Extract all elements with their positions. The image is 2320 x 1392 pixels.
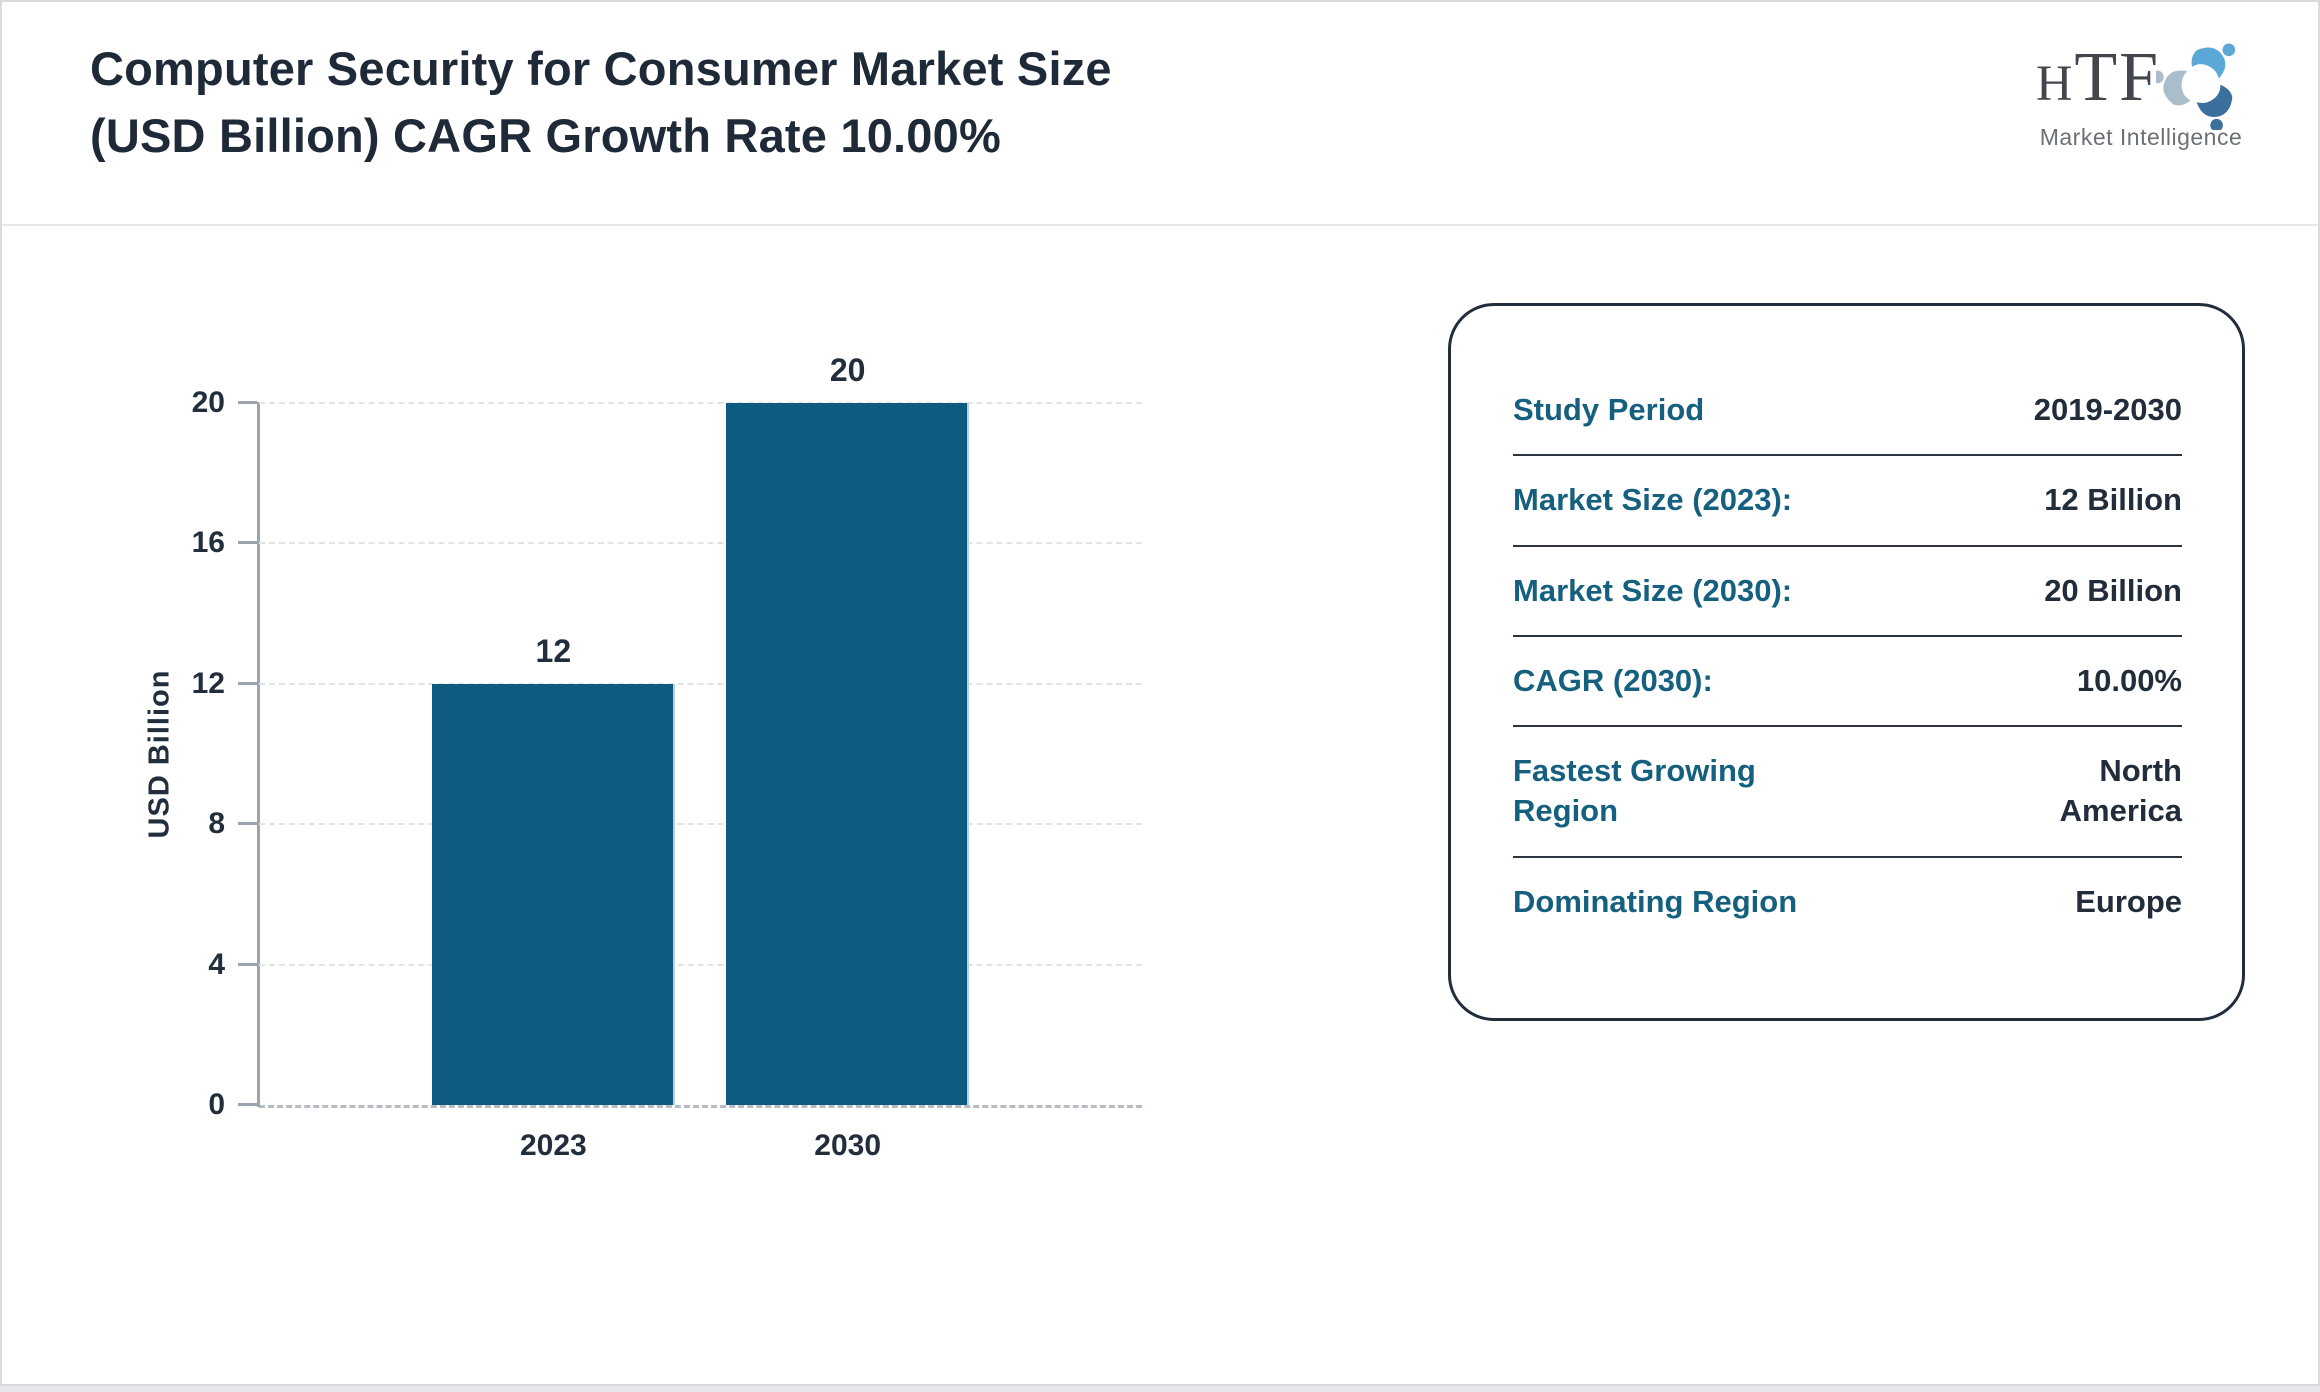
htf-logo: HTF: [2036, 38, 2246, 151]
plot-area: 0 4 8 12 16 20 12 2023 20 2030: [192, 352, 1142, 1162]
info-row-market-size-2030: Market Size (2030): 20 Billion: [1513, 547, 2182, 637]
y-tick-label: 16: [191, 526, 225, 560]
y-tick-mark: [238, 1103, 257, 1106]
bar-2030: [726, 403, 970, 1105]
gridline: [259, 542, 1142, 545]
y-tick-label: 0: [208, 1088, 225, 1121]
info-row-dominating-region: Dominating Region Europe: [1513, 858, 2182, 946]
bar-value-label: 12: [535, 632, 572, 669]
info-row-cagr: CAGR (2030): 10.00%: [1513, 637, 2182, 728]
info-row-value: 2019-2030: [2033, 392, 2182, 427]
page-title: Computer Security for Consumer Market Si…: [90, 36, 1112, 169]
y-tick-mark: [238, 401, 257, 404]
info-row-value: 20 Billion: [2044, 572, 2182, 608]
info-row-study-period: Study Period 2019-2030: [1513, 366, 2182, 457]
gridline: [259, 682, 1142, 685]
info-row-label: Dominating Region: [1513, 883, 1798, 919]
bar-2023: [431, 683, 675, 1105]
info-row-value: 12 Billion: [2044, 482, 2182, 518]
y-axis-line: [257, 402, 260, 1107]
info-row-value: 10.00%: [2076, 662, 2182, 698]
info-row-value: Europe: [2075, 883, 2182, 919]
y-tick-label: 8: [208, 807, 225, 841]
three-figures-swirl-icon: [2156, 43, 2236, 130]
info-row-label: Study Period: [1513, 392, 1705, 427]
info-row-label: Market Size (2023):: [1513, 482, 1793, 518]
y-tick-mark: [238, 541, 257, 545]
info-panel: Study Period 2019-2030 Market Size (2023…: [1448, 303, 2245, 1021]
htf-logo-text: HTF: [2036, 39, 2161, 116]
info-row-label: Fastest Growing Region: [1513, 753, 1756, 829]
htf-logo-row: HTF: [2036, 38, 2246, 130]
htf-logo-subtext: Market Intelligence: [2039, 124, 2243, 150]
y-tick-label: 20: [191, 386, 225, 419]
info-row-label: CAGR (2030):: [1513, 662, 1713, 698]
x-axis-label: 2030: [814, 1129, 882, 1162]
y-tick-mark: [238, 962, 257, 966]
y-tick-mark: [238, 681, 257, 685]
y-tick-label: 12: [191, 666, 225, 700]
x-axis-label: 2023: [519, 1129, 587, 1162]
page-title-line2: (USD Billion) CAGR Growth Rate 10.00%: [90, 108, 1001, 162]
info-row-market-size-2023: Market Size (2023): 12 Billion: [1513, 456, 2182, 547]
info-row-label: Market Size (2030):: [1513, 572, 1793, 608]
page-title-line1: Computer Security for Consumer Market Si…: [90, 42, 1112, 95]
info-row-value: North America: [2059, 753, 2182, 829]
info-row-fastest-growing-region: Fastest Growing Region North America: [1513, 727, 2182, 858]
header: Computer Security for Consumer Market Si…: [2, 2, 2318, 226]
y-axis-title: USD Billion: [143, 669, 176, 839]
y-tick-label: 4: [208, 947, 225, 981]
gridline: [259, 963, 1142, 966]
gridline: [259, 402, 1142, 404]
gridline: [259, 823, 1142, 826]
bar-value-label: 20: [829, 352, 866, 388]
y-tick-mark: [238, 822, 257, 826]
